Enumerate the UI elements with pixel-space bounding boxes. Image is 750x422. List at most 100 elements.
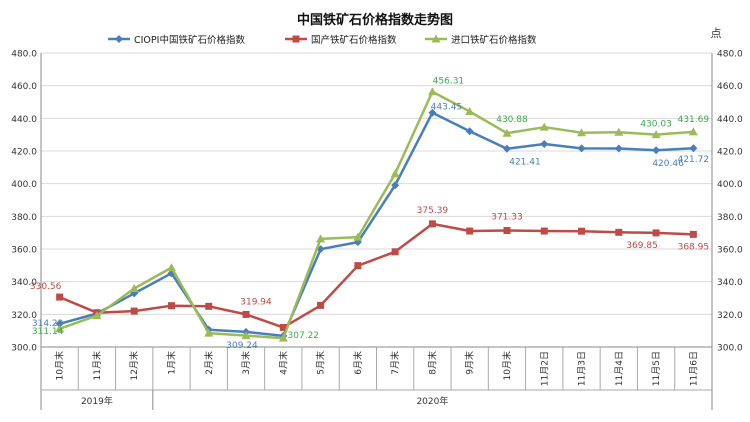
y-tick-label-right: 380.0 xyxy=(717,213,743,223)
data-point xyxy=(316,234,326,243)
data-point xyxy=(130,307,138,315)
legend-marker xyxy=(292,35,300,43)
y-tick-label-right: 440.0 xyxy=(717,115,743,125)
data-point xyxy=(614,144,623,153)
data-label: 307.22 xyxy=(288,331,320,341)
data-point xyxy=(540,139,549,148)
y-tick-label-right: 460.0 xyxy=(717,82,743,92)
y-tick-label-left: 420.0 xyxy=(11,148,37,158)
x-tick-label: 11月3日 xyxy=(577,351,588,386)
data-point xyxy=(242,310,250,318)
y-tick-label-right: 420.0 xyxy=(717,148,743,158)
data-label: 311.14 xyxy=(32,327,64,337)
data-point xyxy=(391,248,399,256)
data-label: 430.03 xyxy=(640,120,672,130)
data-point xyxy=(353,232,363,241)
y-tick-label-right: 320.0 xyxy=(717,311,743,321)
x-tick-label: 5月末 xyxy=(315,351,327,375)
data-point xyxy=(55,324,65,333)
x-tick-label: 11月4日 xyxy=(614,351,625,386)
data-label: 319.94 xyxy=(240,297,272,307)
y-tick-label-left: 320.0 xyxy=(11,311,37,321)
data-point xyxy=(204,328,214,337)
series-line xyxy=(59,90,694,340)
x-tick-label: 11月5日 xyxy=(651,351,662,386)
x-tick-label: 8月末 xyxy=(426,351,438,375)
y-tick-label-right: 300.0 xyxy=(717,344,743,354)
year-label: 2019年 xyxy=(81,395,113,407)
y-tick-label-left: 360.0 xyxy=(11,246,37,256)
data-point xyxy=(166,263,176,272)
data-point xyxy=(614,127,624,136)
data-point xyxy=(578,227,586,235)
data-point xyxy=(502,128,512,137)
data-point xyxy=(428,108,437,117)
x-tick-label: 2月末 xyxy=(203,351,215,375)
data-point xyxy=(540,227,548,235)
data-label: 330.56 xyxy=(30,282,62,292)
data-point xyxy=(502,144,511,153)
x-tick-label: 6月末 xyxy=(352,351,364,375)
data-point xyxy=(205,302,213,310)
data-point xyxy=(391,181,400,190)
data-point xyxy=(428,220,436,228)
series-line xyxy=(59,111,694,338)
x-tick-label: 7月末 xyxy=(389,351,401,375)
data-label: 421.41 xyxy=(509,158,541,168)
y-tick-label-left: 440.0 xyxy=(11,115,37,125)
data-point xyxy=(652,229,660,237)
data-point xyxy=(689,230,697,238)
data-label: 309.24 xyxy=(226,341,258,351)
data-point xyxy=(55,319,64,328)
data-point xyxy=(390,169,400,178)
y-tick-label-right: 340.0 xyxy=(717,278,743,288)
x-tick-label: 3月末 xyxy=(240,351,252,375)
data-point xyxy=(577,128,587,137)
series-group xyxy=(55,87,698,342)
data-point xyxy=(167,302,175,310)
data-point xyxy=(278,333,288,342)
axes: 300.0 300.0 320.0 320.0 340.0 340.0 360.0 360.0… xyxy=(11,50,743,410)
data-point xyxy=(465,106,475,115)
data-point xyxy=(651,130,661,139)
data-point xyxy=(317,301,325,309)
data-label: 420.46 xyxy=(652,159,684,169)
x-tick-label: 4月末 xyxy=(277,351,289,375)
y-tick-label-right: 360.0 xyxy=(717,246,743,256)
y-tick-label-left: 460.0 xyxy=(11,82,37,92)
legend-label: CIOPI中国铁矿石价格指数 xyxy=(134,34,245,46)
data-point xyxy=(56,293,64,301)
right-axis-unit: 点 xyxy=(711,27,722,40)
data-label: 368.95 xyxy=(678,242,710,252)
data-point xyxy=(129,284,139,293)
x-tick-label: 12月末 xyxy=(128,351,140,380)
data-point xyxy=(689,144,698,153)
data-point xyxy=(652,146,661,155)
data-point xyxy=(688,127,698,136)
data-label: 431.69 xyxy=(678,115,710,125)
data-label: 375.39 xyxy=(417,206,449,216)
y-tick-label-left: 380.0 xyxy=(11,213,37,223)
data-point xyxy=(577,144,586,153)
data-label: 421.72 xyxy=(678,155,710,165)
legend-marker xyxy=(431,34,441,43)
gridlines xyxy=(41,52,712,348)
data-label: 369.85 xyxy=(626,241,658,251)
x-tick-label: 1月末 xyxy=(165,351,177,375)
legend: CIOPI中国铁矿石价格指数 国产铁矿石价格指数 进口铁矿石价格指数 xyxy=(108,34,537,46)
y-tick-label-left: 480.0 xyxy=(11,50,37,60)
data-point xyxy=(539,122,549,131)
data-label: 456.31 xyxy=(433,77,465,87)
x-tick-label: 10月末 xyxy=(501,351,513,380)
legend-label: 进口铁矿石价格指数 xyxy=(451,34,537,46)
y-tick-label-left: 400.0 xyxy=(11,180,37,190)
legend-label: 国产铁矿石价格指数 xyxy=(311,34,397,46)
data-point xyxy=(279,323,287,331)
data-label: 371.33 xyxy=(491,212,523,222)
chart-title: 中国铁矿石价格指数走势图 xyxy=(297,12,453,28)
y-tick-label-right: 400.0 xyxy=(717,180,743,190)
data-point xyxy=(465,127,474,136)
data-label: 430.88 xyxy=(496,115,528,125)
